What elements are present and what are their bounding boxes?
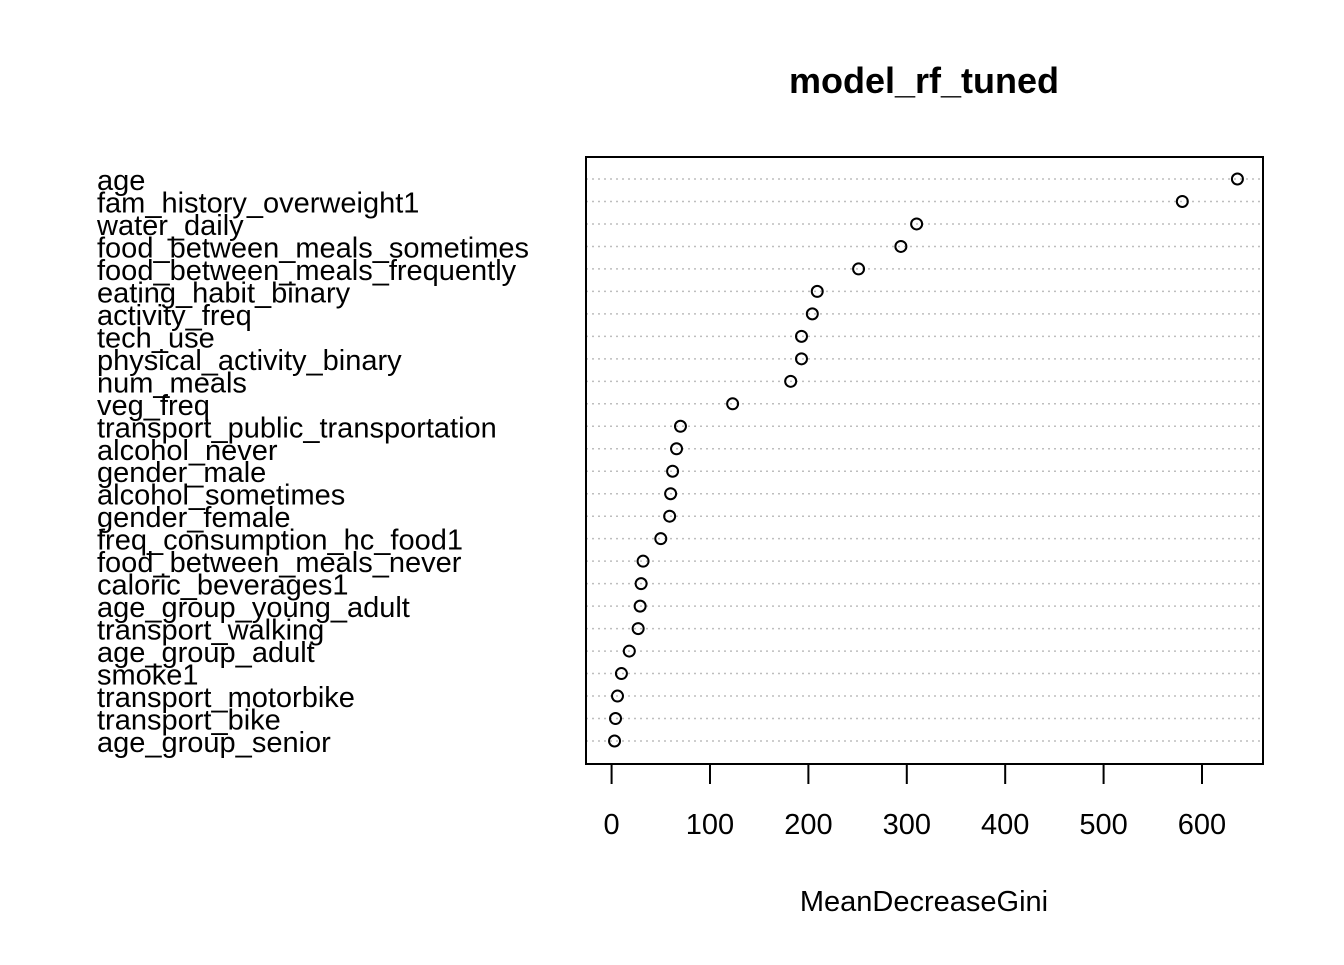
category-label: food_between_meals_never: [97, 547, 462, 579]
category-label: age_group_young_adult: [97, 592, 410, 624]
category-label: smoke1: [97, 660, 199, 692]
category-label: tech_use: [97, 322, 215, 354]
category-label: water_daily: [96, 210, 244, 242]
chart-title: model_rf_tuned: [789, 60, 1059, 101]
category-label: transport_bike: [97, 705, 281, 737]
data-points: [608, 172, 1244, 748]
category-label: age: [97, 165, 145, 197]
x-tick-label: 500: [1079, 809, 1127, 841]
data-point: [609, 712, 623, 726]
category-label: activity_freq: [97, 300, 252, 332]
data-point: [1230, 172, 1244, 186]
data-point: [794, 329, 808, 343]
x-tick-label: 400: [981, 809, 1029, 841]
category-label: num_meals: [97, 367, 247, 399]
data-point: [670, 442, 684, 456]
data-point: [636, 554, 650, 568]
data-point: [634, 577, 648, 591]
category-label: physical_activity_binary: [97, 345, 402, 377]
plot-frame: [585, 156, 1264, 765]
data-point: [1175, 194, 1189, 208]
guide-lines: [586, 178, 1263, 742]
category-label: caloric_beverages1: [97, 570, 348, 602]
data-point: [726, 397, 740, 411]
category-label: transport_public_transportation: [97, 412, 497, 444]
data-point: [608, 734, 622, 748]
x-tick-label: 200: [784, 809, 832, 841]
category-label: age_group_adult: [97, 637, 315, 669]
category-label: transport_motorbike: [97, 682, 355, 714]
category-label: age_group_senior: [97, 727, 331, 759]
category-label: eating_habit_binary: [97, 277, 351, 309]
data-point: [894, 239, 908, 253]
data-point: [614, 667, 628, 681]
data-point: [910, 217, 924, 231]
data-point: [633, 599, 647, 613]
x-tick-label: 100: [686, 809, 734, 841]
x-axis: 0 100 200 300 400 500 600: [604, 763, 1226, 841]
data-point: [654, 532, 668, 546]
data-point: [794, 352, 808, 366]
category-label: food_between_meals_frequently: [97, 255, 517, 287]
data-point: [666, 464, 680, 478]
data-point: [663, 509, 677, 523]
data-point: [610, 689, 624, 703]
x-tick-label: 0: [604, 809, 620, 841]
x-axis-label: MeanDecreaseGini: [800, 886, 1048, 918]
category-label: gender_female: [97, 502, 290, 534]
category-labels: agefam_history_overweight1water_dailyfoo…: [96, 165, 529, 759]
category-label: food_between_meals_sometimes: [97, 232, 529, 264]
category-label: veg_freq: [97, 390, 210, 422]
data-point: [631, 622, 645, 636]
data-point: [622, 644, 636, 658]
category-label: alcohol_never: [97, 435, 278, 467]
category-label: transport_walking: [97, 615, 324, 647]
data-point: [673, 419, 687, 433]
data-point: [784, 374, 798, 388]
category-label: fam_history_overweight1: [97, 187, 419, 219]
x-tick-label: 600: [1178, 809, 1226, 841]
x-tick-label: 300: [883, 809, 931, 841]
category-label: alcohol_sometimes: [97, 480, 345, 512]
data-point: [805, 307, 819, 321]
category-label: gender_male: [97, 457, 266, 489]
data-point: [664, 487, 678, 501]
category-label: freq_consumption_hc_food1: [97, 525, 463, 557]
data-point: [852, 262, 866, 276]
data-point: [810, 284, 824, 298]
